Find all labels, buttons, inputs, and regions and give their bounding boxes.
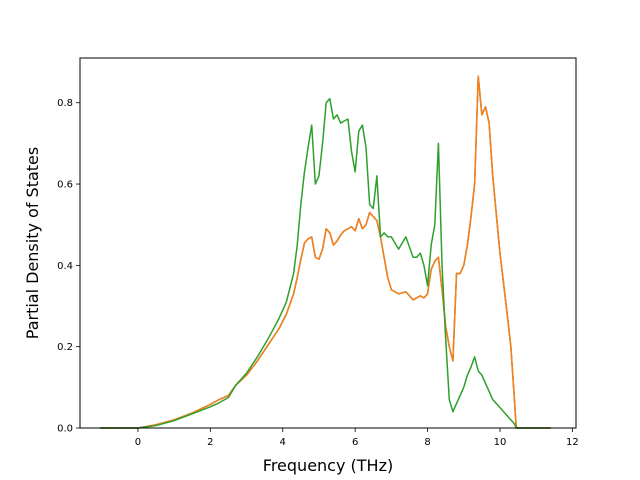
x-tick-label: 4	[280, 437, 286, 448]
y-tick-label: 0.4	[57, 261, 73, 272]
x-axis-ticks: 0 2 4 6 8 10 12	[135, 428, 579, 448]
plot-area	[80, 58, 576, 428]
series-line-2	[99, 75, 551, 429]
y-tick-label: 0.8	[57, 98, 73, 109]
y-axis-label: Partial Density of States	[23, 147, 42, 339]
x-tick-label: 12	[566, 437, 579, 448]
x-tick-label: 6	[352, 437, 358, 448]
x-tick-label: 10	[494, 437, 507, 448]
series-layer	[99, 75, 551, 429]
x-tick-label: 2	[207, 437, 213, 448]
x-axis-label: Frequency (THz)	[263, 456, 393, 475]
x-tick-label: 8	[424, 437, 430, 448]
y-tick-label: 0.6	[57, 180, 73, 191]
y-axis-ticks: 0.0 0.2 0.4 0.6 0.8	[57, 98, 80, 435]
series-line-3	[99, 97, 551, 429]
x-tick-label: 0	[135, 437, 141, 448]
y-tick-label: 0.2	[57, 342, 73, 353]
axes-frame	[79, 57, 577, 429]
y-tick-label: 0.0	[57, 424, 73, 435]
